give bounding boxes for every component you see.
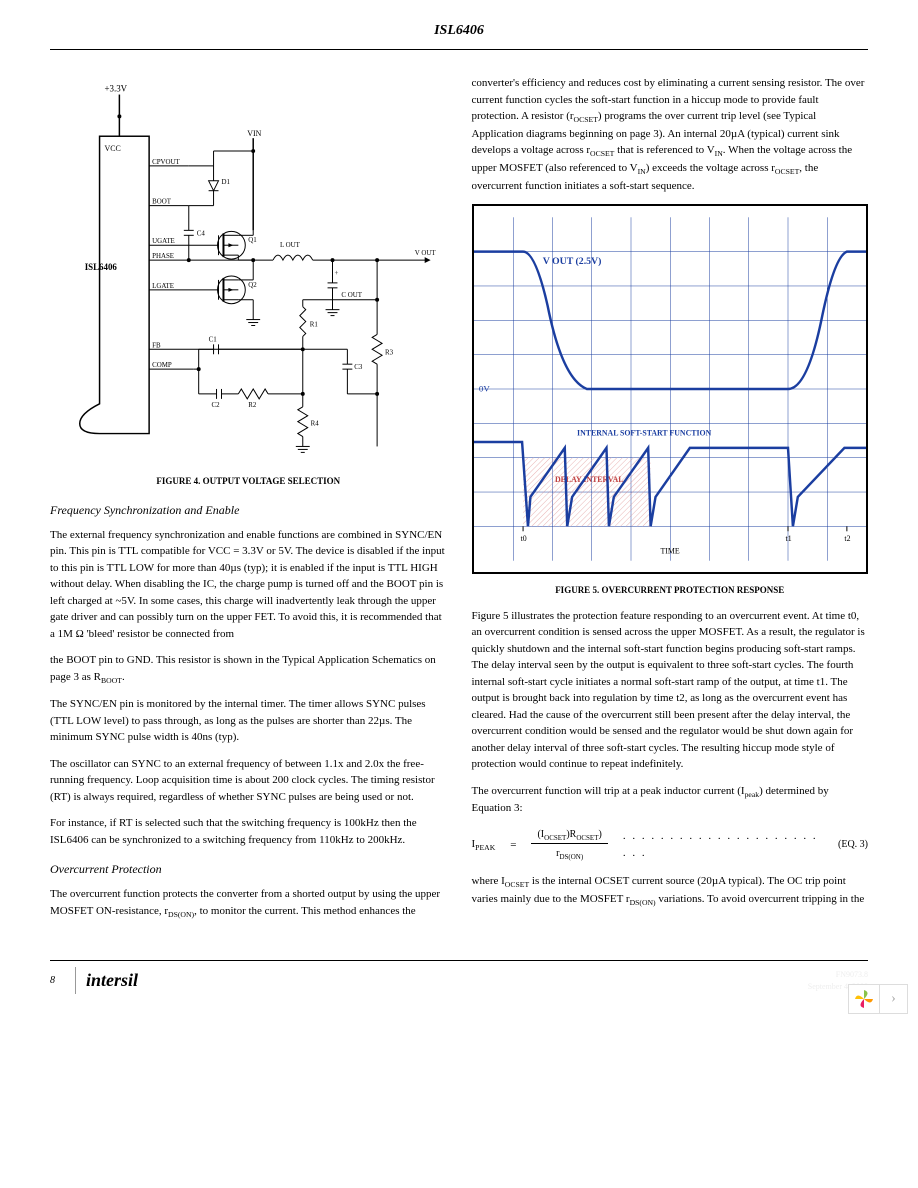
svg-text:L OUT: L OUT xyxy=(280,242,301,249)
svg-text:t1: t1 xyxy=(785,534,791,543)
svg-text:CPVOUT: CPVOUT xyxy=(152,159,180,166)
section3-p1: Figure 5 illustrates the protection feat… xyxy=(472,608,869,773)
section1-p2: the BOOT pin to GND. This resistor is sh… xyxy=(50,652,447,686)
section1-p3: The SYNC/EN pin is monitored by the inte… xyxy=(50,696,447,746)
page-header: ISL6406 xyxy=(50,20,868,50)
petal-icon xyxy=(849,984,879,1014)
svg-text:TIME: TIME xyxy=(660,547,679,556)
svg-text:ISL6406: ISL6406 xyxy=(85,262,118,272)
section1-p1: The external frequency synchronization a… xyxy=(50,527,447,643)
right-column: converter's efficiency and reduces cost … xyxy=(472,75,869,930)
chevron-right-icon[interactable]: › xyxy=(879,985,907,1013)
footer-logo: intersil xyxy=(75,967,138,994)
equation-3: IPEAK = (IOCSET)ROCSET) rDS(ON) . . . . … xyxy=(472,827,869,863)
doc-title: ISL6406 xyxy=(434,23,484,38)
svg-text:V OUT (2.5V): V OUT (2.5V) xyxy=(542,256,601,267)
figure5-caption: FIGURE 5. OVERCURRENT PROTECTION RESPONS… xyxy=(472,584,869,598)
svg-text:D1: D1 xyxy=(221,179,230,186)
svg-text:R4: R4 xyxy=(311,421,320,428)
svg-text:C OUT: C OUT xyxy=(341,292,362,299)
svg-text:+3.3V: +3.3V xyxy=(105,84,128,94)
section1-p4: The oscillator can SYNC to an external f… xyxy=(50,756,447,806)
svg-text:R3: R3 xyxy=(385,349,394,356)
svg-text:PHASE: PHASE xyxy=(152,253,174,260)
svg-text:R2: R2 xyxy=(248,402,257,409)
svg-text:C2: C2 xyxy=(212,402,221,409)
section2-p1-left: The overcurrent function protects the co… xyxy=(50,886,447,920)
svg-text:VCC: VCC xyxy=(105,144,121,153)
left-column: +3.3V VCC ISL6406 CPVOUT BOOT UGATE PHAS… xyxy=(50,75,447,930)
main-columns: +3.3V VCC ISL6406 CPVOUT BOOT UGATE PHAS… xyxy=(50,75,868,930)
svg-text:V OUT: V OUT xyxy=(415,250,437,257)
svg-text:VIN: VIN xyxy=(247,129,261,138)
section1-heading: Frequency Synchronization and Enable xyxy=(50,501,447,519)
corner-widget[interactable]: › xyxy=(848,984,908,1014)
svg-text:INTERNAL SOFT-START FUNCTION: INTERNAL SOFT-START FUNCTION xyxy=(577,429,712,438)
svg-text:FB: FB xyxy=(152,342,161,349)
page-footer: 8 intersil FN9073.8September 4, 2008 xyxy=(50,960,868,994)
svg-text:BOOT: BOOT xyxy=(152,199,172,206)
section2-p2-right: converter's efficiency and reduces cost … xyxy=(472,75,869,194)
svg-text:t0: t0 xyxy=(520,534,526,543)
svg-text:COMP: COMP xyxy=(152,362,172,369)
figure4-diagram: +3.3V VCC ISL6406 CPVOUT BOOT UGATE PHAS… xyxy=(50,75,447,465)
svg-text:C1: C1 xyxy=(209,336,218,343)
svg-text:Q1: Q1 xyxy=(248,237,257,244)
section2-heading: Overcurrent Protection xyxy=(50,860,447,878)
svg-text:R1: R1 xyxy=(310,322,319,329)
svg-text:t2: t2 xyxy=(844,534,850,543)
svg-text:C4: C4 xyxy=(197,230,206,237)
section1-p5: For instance, if RT is selected such tha… xyxy=(50,815,447,848)
svg-text:Q2: Q2 xyxy=(248,282,257,289)
figure4-caption: FIGURE 4. OUTPUT VOLTAGE SELECTION xyxy=(50,475,447,489)
svg-text:C3: C3 xyxy=(354,364,363,371)
svg-text:0V: 0V xyxy=(478,384,489,394)
svg-text:UGATE: UGATE xyxy=(152,238,175,245)
page-number: 8 xyxy=(50,973,75,988)
svg-text:+: + xyxy=(334,270,338,277)
figure5-chart: V OUT (2.5V) 0V INTERNAL SOFT-START FUNC… xyxy=(472,204,869,574)
section3-p3: where IOCSET is the internal OCSET curre… xyxy=(472,873,869,908)
section3-p2: The overcurrent function will trip at a … xyxy=(472,783,869,817)
svg-text:LGATE: LGATE xyxy=(152,283,174,290)
